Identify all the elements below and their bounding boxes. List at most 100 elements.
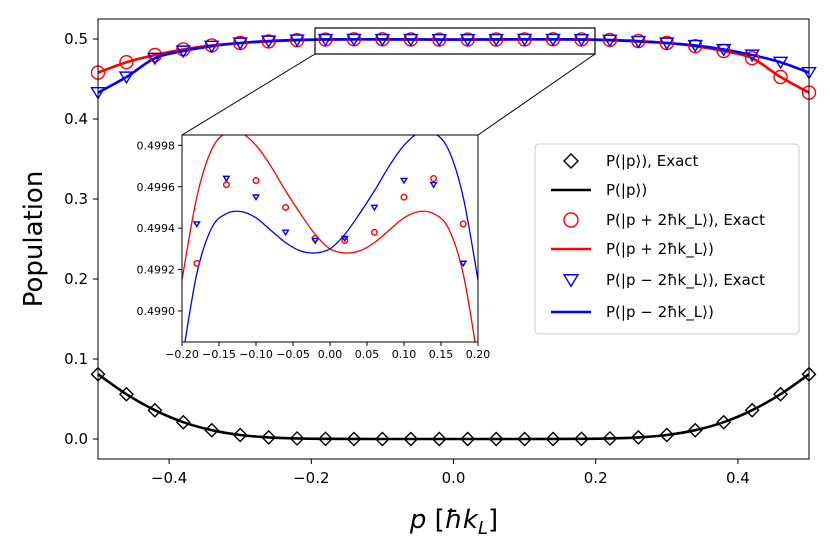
legend-label-2: P(|p + 2ħk_L⟩), Exact xyxy=(606,211,765,230)
main-marker-s0-18 xyxy=(602,430,618,446)
legend: P(|p⟩), Exact P(|p⟩) P(|p + 2ħk_L⟩), Exact… xyxy=(534,143,800,335)
main-marker-s0-19 xyxy=(630,429,646,445)
zoom-region-box xyxy=(314,27,596,55)
legend-marker-swatch xyxy=(563,212,579,228)
inset-plot-data xyxy=(182,135,478,342)
inset-marker-s1-9 xyxy=(459,260,468,268)
inset-marker-s1-8 xyxy=(429,181,438,189)
main-marker-s4-18 xyxy=(602,34,618,48)
main-axes: −0.4 −0.2 0.0 0.2 0.4 0.0 0.1 0.2 0.3 0.4 0.5 xyxy=(64,30,750,487)
main-marker-s4-1 xyxy=(118,71,135,85)
main-marker-s0-23 xyxy=(744,402,760,418)
main-marker-s4-20 xyxy=(659,37,675,51)
main-marker-s0-2 xyxy=(147,402,163,418)
main-marker-s4-9 xyxy=(346,33,362,47)
main-marker-s4-21 xyxy=(687,39,703,53)
inset-marker-s0-9 xyxy=(459,220,467,228)
legend-label-5: P(|p − 2ħk_L⟩) xyxy=(606,303,714,322)
x-tick-label: 0.4 xyxy=(726,469,750,487)
main-marker-s2-2 xyxy=(147,47,163,63)
main-marker-s0-17 xyxy=(573,431,589,447)
main-marker-s4-24 xyxy=(772,56,789,70)
inset-x-tick-label: 0.10 xyxy=(392,348,417,361)
main-line-series-1 xyxy=(97,373,810,441)
inset-y-tick-label: 0.4996 xyxy=(137,181,176,194)
main-plot-data xyxy=(90,32,817,447)
main-marker-s4-15 xyxy=(516,33,533,47)
inset-marker-s0-0 xyxy=(193,259,201,267)
y-tick-label: 0.2 xyxy=(64,270,88,288)
inset-marker-s0-2 xyxy=(252,177,260,185)
inset-marker-s1-2 xyxy=(251,194,261,201)
main-marker-s4-10 xyxy=(374,33,391,47)
inset-marker-s1-7 xyxy=(399,177,409,185)
inset-background xyxy=(182,135,478,342)
inset-x-tick-label: −0.05 xyxy=(276,348,310,361)
legend-items: P(|p⟩), Exact P(|p⟩) P(|p + 2ħk_L⟩), Exact… xyxy=(551,152,765,322)
main-marker-s0-1 xyxy=(118,386,134,402)
main-marker-s4-22 xyxy=(715,43,732,57)
inset-marker-s1-0 xyxy=(192,221,201,228)
main-marker-s4-3 xyxy=(175,45,192,59)
inset-plot: −0.20 −0.15 −0.10 −0.05 0.00 0.05 0.10 0.15 0.20… xyxy=(137,134,491,361)
y-tick-label: 0.5 xyxy=(64,30,88,48)
legend-label-0: P(|p⟩), Exact xyxy=(606,152,699,170)
legend-label-4: P(|p − 2ħk_L⟩), Exact xyxy=(606,271,765,290)
main-marker-s0-21 xyxy=(687,422,703,438)
main-marker-s2-21 xyxy=(688,39,703,54)
legend-label-1: P(|p⟩) xyxy=(606,181,647,199)
y-tick-label: 0.1 xyxy=(64,350,88,368)
inset-x-tick-label: −0.15 xyxy=(202,348,236,361)
inset-marker-s1-1 xyxy=(222,175,231,183)
inset-x-tick-label: 0.20 xyxy=(466,348,491,361)
main-marker-s4-8 xyxy=(317,33,334,47)
inset-marker-s0-6 xyxy=(370,228,378,236)
y-axis-label: Population xyxy=(19,171,49,308)
inset-y-tick-label: 0.4990 xyxy=(137,305,176,318)
inset-clipped-group xyxy=(182,135,478,342)
main-marker-s0-14 xyxy=(488,431,504,447)
main-marker-s0-20 xyxy=(659,427,675,443)
main-marker-s0-3 xyxy=(175,414,191,430)
main-marker-s4-16 xyxy=(545,33,561,47)
inset-marker-s1-5 xyxy=(340,235,349,243)
inset-marker-s0-7 xyxy=(400,193,408,201)
main-marker-s0-5 xyxy=(232,427,248,443)
main-marker-s0-6 xyxy=(261,429,277,445)
inset-marker-s1-6 xyxy=(370,204,379,212)
inset-x-tick-label: 0.00 xyxy=(318,348,343,361)
main-marker-s4-19 xyxy=(630,35,647,49)
x-tick-label: 0.2 xyxy=(584,469,608,487)
main-marker-s0-15 xyxy=(517,431,533,447)
main-marker-s4-6 xyxy=(260,35,277,49)
main-marker-s0-24 xyxy=(773,386,789,402)
inset-marker-s1-3 xyxy=(281,229,290,237)
y-tick-label: 0.0 xyxy=(64,430,88,448)
main-marker-s4-14 xyxy=(488,33,504,47)
x-axis-label: p [ħkL] xyxy=(409,505,498,539)
inset-line-series-3 xyxy=(184,135,478,342)
main-marker-s4-2 xyxy=(147,52,163,66)
y-tick-label: 0.3 xyxy=(64,190,88,208)
main-marker-s0-22 xyxy=(716,414,732,430)
inset-x-tick-label: −0.20 xyxy=(165,348,199,361)
inset-marker-s0-8 xyxy=(430,174,438,182)
x-tick-label: 0.0 xyxy=(442,469,466,487)
inset-x-tick-label: 0.15 xyxy=(429,348,454,361)
main-marker-s2-24 xyxy=(773,69,788,85)
main-marker-s0-4 xyxy=(204,422,220,438)
main-marker-s0-7 xyxy=(289,430,305,446)
legend-marker-swatch xyxy=(562,274,580,288)
main-marker-s4-23 xyxy=(744,49,760,63)
main-marker-s0-13 xyxy=(460,431,476,447)
legend-marker-swatch xyxy=(563,153,579,169)
main-marker-s4-5 xyxy=(232,37,248,51)
x-tick-label: −0.2 xyxy=(293,469,329,487)
zoom-connector-left xyxy=(181,53,316,136)
inset-marker-s0-5 xyxy=(341,237,349,245)
main-marker-s0-11 xyxy=(403,431,419,447)
inset-y-tick-label: 0.4992 xyxy=(137,264,176,277)
main-marker-s0-10 xyxy=(374,431,390,447)
inset-marker-s0-3 xyxy=(282,203,290,211)
